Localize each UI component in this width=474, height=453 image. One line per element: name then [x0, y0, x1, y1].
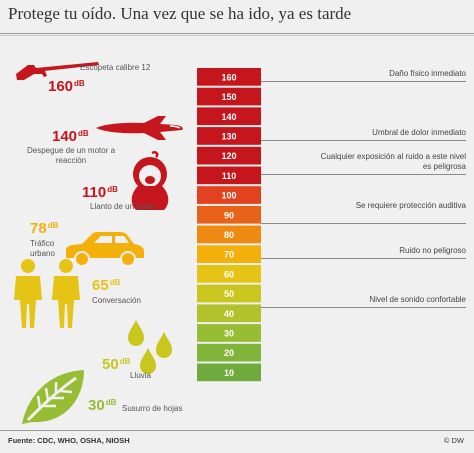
shotgun-icon	[14, 56, 100, 87]
scale-segment-40	[197, 304, 261, 323]
scale-segment-70	[197, 245, 261, 263]
scale-label-10: 10	[224, 368, 234, 378]
source-label-conversation: Conversación	[92, 296, 141, 305]
scale-label-50: 50	[224, 289, 234, 299]
scale-segment-100	[197, 186, 261, 204]
source-db-78: 78dB	[30, 220, 59, 237]
scale-label-100: 100	[221, 191, 236, 201]
description-text-1: Umbral de dolor inmediato	[372, 127, 466, 137]
scale-segment-90	[197, 205, 261, 224]
car-icon	[60, 228, 146, 273]
scale-segment-60	[197, 265, 261, 283]
title-divider-secondary	[0, 35, 474, 36]
scale-label-90: 90	[224, 210, 234, 220]
scale-label-130: 130	[221, 131, 236, 141]
jet-icon	[94, 112, 186, 149]
scale-segment-140	[197, 107, 261, 126]
source-label-leaves: Susurro de hojas	[122, 404, 183, 413]
source-label-jet: Despegue de un motor a reacción	[26, 146, 116, 165]
scale-segment-150	[197, 87, 261, 106]
scale-label-30: 30	[224, 328, 234, 338]
scale-segment-10	[197, 363, 261, 382]
description-rule-2	[261, 173, 466, 175]
scale-label-70: 70	[224, 250, 234, 260]
description-text-0: Daño físico inmediato	[389, 68, 466, 78]
description-rule-1	[261, 139, 466, 141]
people-icon	[8, 258, 92, 335]
source-db-65: 65dB	[92, 277, 121, 294]
description-text-3: Se requiere protección auditiva	[355, 200, 466, 210]
source-label-baby: Llanto de un bebé	[90, 202, 155, 211]
scale-label-140: 140	[221, 112, 236, 122]
description-text-4: Ruido no peligroso	[399, 246, 466, 256]
description-text-5: Nivel de sonido confortable	[369, 295, 466, 305]
scale-segment-80	[197, 225, 261, 244]
source-db-140: 140dB	[52, 128, 89, 145]
baby-icon	[126, 150, 174, 217]
footer-credit: © DW	[443, 436, 464, 445]
leaf-icon	[18, 366, 88, 433]
scale-segment-130	[197, 127, 261, 145]
scale-label-160: 160	[221, 72, 236, 82]
scale-segment-20	[197, 343, 261, 362]
footer-divider	[0, 430, 474, 431]
scale-segment-30	[197, 324, 261, 342]
source-db-110: 110dB	[82, 184, 118, 201]
source-label-traffic: Tráfico urbano	[30, 239, 55, 258]
source-label-shotgun: Escopeta calibre 12	[80, 63, 151, 72]
scale-label-110: 110	[222, 171, 237, 181]
scale-segment-160	[197, 68, 261, 86]
raindrops-icon	[120, 318, 180, 385]
scale-label-20: 20	[224, 348, 234, 358]
scale-label-150: 150	[221, 92, 236, 102]
source-db-30: 30dB	[88, 397, 117, 414]
source-db-50: 50dB	[102, 356, 131, 373]
scale-segment-120	[197, 146, 261, 165]
source-label-rain: Lluvia	[130, 371, 151, 380]
scale-label-40: 40	[224, 309, 234, 319]
description-rule-0	[261, 80, 466, 82]
description-rule-4	[261, 258, 466, 260]
source-db-160: 160dB	[48, 78, 85, 95]
footer-source: Fuente: CDC, WHO, OSHA, NIOSH	[8, 436, 130, 445]
page-title: Protege tu oído. Una vez que se ha ido, …	[8, 4, 352, 23]
description-text-2: Cualquier exposición al ruido a este niv…	[320, 151, 466, 171]
scale-label-80: 80	[224, 230, 234, 240]
title-divider	[0, 33, 474, 34]
scale-segment-50	[197, 284, 261, 303]
description-rule-3	[261, 222, 466, 224]
description-rule-5	[261, 307, 466, 309]
scale-segment-110	[197, 166, 261, 185]
scale-label-60: 60	[224, 269, 234, 279]
scale-label-120: 120	[221, 151, 236, 161]
